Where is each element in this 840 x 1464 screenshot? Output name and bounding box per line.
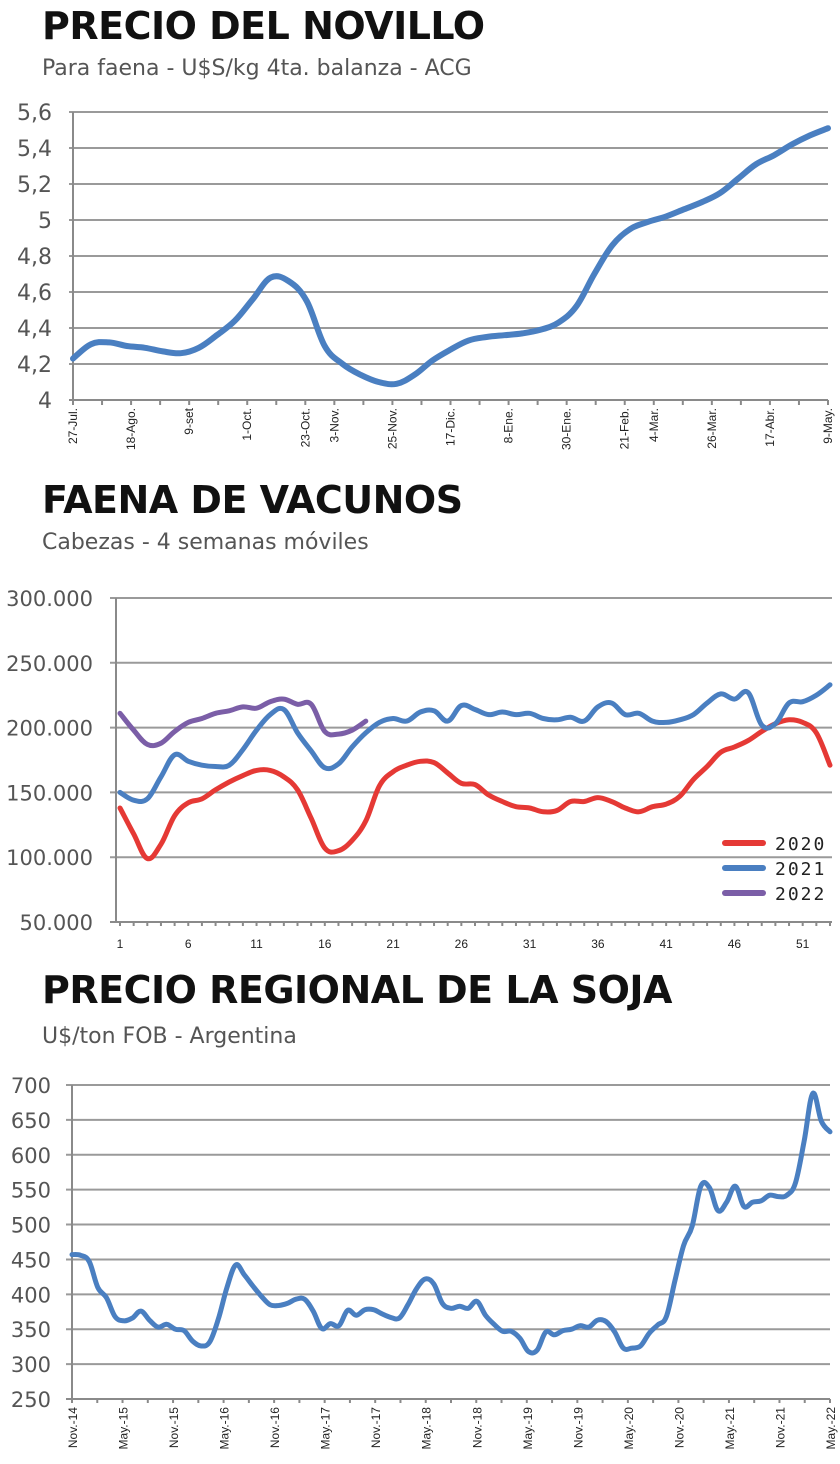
x-tick-label: May.-16 — [218, 1407, 232, 1450]
x-tick-label: May.-19 — [521, 1407, 535, 1450]
y-tick-label: 5 — [38, 209, 52, 234]
x-tick-label: Nov.-18 — [470, 1407, 484, 1448]
y-tick-label: 450 — [11, 1248, 51, 1272]
x-tick-label: 3-Nov. — [327, 408, 341, 442]
y-tick-label: 300.000 — [6, 587, 93, 611]
x-tick-label: 25-Nov. — [385, 408, 399, 449]
x-tick-label: Nov.-21 — [773, 1407, 787, 1448]
y-tick-label: 150.000 — [6, 781, 93, 805]
chart-faena: 300.000 250.000 200.000 150.000 100.000 50.00… — [6, 587, 833, 951]
x-tick-label: 18-Ago. — [124, 408, 138, 450]
series-line-2020 — [117, 717, 833, 862]
x-tick-label: May.-18 — [420, 1407, 434, 1450]
x-tick-label: 26-Mar. — [705, 408, 719, 449]
x-tick-label: 17-Abr. — [763, 408, 777, 447]
x-tick-label: 21 — [386, 937, 400, 951]
y-tick-label: 4,6 — [17, 281, 52, 306]
y-tick-label: 300 — [11, 1353, 51, 1377]
legend-label-2020: 2020 — [775, 834, 826, 855]
y-tick-label: 5,6 — [17, 101, 52, 126]
series-line-2022 — [117, 696, 369, 749]
chart-subtitle-soja: U$/ton FOB - Argentina — [42, 1024, 297, 1049]
series-line-novillo — [70, 125, 831, 388]
x-tick-label: 1 — [117, 937, 124, 951]
y-tick-label: 400 — [11, 1283, 51, 1307]
x-tick-label: 30-Ene. — [560, 408, 574, 450]
y-tick-label: 550 — [11, 1179, 51, 1203]
chart-novillo: 5,6 5,4 5,2 5 4,8 4,6 4,4 4,2 4 27-Jul. 18-Ago. 9-s… — [17, 101, 835, 450]
x-tick-label: 16 — [318, 937, 332, 951]
y-tick-label: 700 — [11, 1074, 51, 1098]
x-tick-label: 27-Jul. — [66, 408, 80, 444]
y-tick-label: 250 — [11, 1388, 51, 1412]
y-tick-label: 200.000 — [6, 717, 93, 741]
x-tick-label: 9-set — [182, 407, 196, 434]
x-tick-label: 31 — [523, 937, 537, 951]
x-tick-label: May.-15 — [117, 1407, 131, 1450]
x-tick-label: May.-20 — [622, 1407, 636, 1450]
chart-title-faena: FAENA DE VACUNOS — [42, 478, 463, 522]
x-tick-label: May.-22 — [824, 1407, 838, 1450]
chart-title-novillo: PRECIO DEL NOVILLO — [42, 4, 485, 48]
x-tick-label: 21-Feb. — [618, 408, 632, 449]
series-line-2021 — [117, 682, 833, 805]
x-tick-label: 41 — [659, 937, 673, 951]
x-tick-label: 36 — [591, 937, 605, 951]
series-line-soja — [69, 1090, 833, 1356]
x-tick-label: Nov.-17 — [369, 1407, 383, 1448]
x-tick-label: 1-Oct. — [240, 408, 254, 441]
x-tick-label: 23-Oct. — [298, 408, 312, 447]
x-tick-label: Nov.-19 — [571, 1407, 585, 1448]
legend-label-2022: 2022 — [775, 884, 826, 905]
x-tick-label: May.-17 — [319, 1407, 333, 1450]
y-tick-label: 500 — [11, 1214, 51, 1238]
x-tick-label: 11 — [250, 937, 263, 951]
chart-subtitle-faena: Cabezas - 4 semanas móviles — [42, 530, 369, 555]
x-tick-label: Nov.-15 — [167, 1407, 181, 1448]
y-tick-label: 5,4 — [17, 137, 52, 162]
y-tick-label: 350 — [11, 1318, 51, 1342]
y-tick-label: 650 — [11, 1109, 51, 1133]
x-tick-label: 4-Mar. — [647, 408, 661, 442]
x-tick-label: 6 — [185, 937, 192, 951]
y-tick-label: 100.000 — [6, 846, 93, 870]
x-tick-label: 46 — [728, 937, 742, 951]
y-tick-label: 4 — [38, 389, 52, 414]
x-tick-label: Nov.-20 — [672, 1407, 686, 1448]
y-tick-label: 4,4 — [17, 317, 52, 342]
x-tick-label: 17-Dic. — [444, 408, 458, 446]
y-tick-label: 4,8 — [17, 245, 52, 270]
x-tick-label: Nov.-16 — [268, 1407, 282, 1448]
x-tick-label: 51 — [796, 937, 810, 951]
chart-subtitle-novillo: Para faena - U$S/kg 4ta. balanza - ACG — [42, 56, 472, 81]
y-tick-label: 600 — [11, 1144, 51, 1168]
x-tick-label: May.-21 — [723, 1407, 737, 1450]
legend-label-2021: 2021 — [775, 859, 826, 880]
x-tick-label: Nov.-14 — [66, 1407, 80, 1448]
y-tick-label: 50.000 — [20, 911, 93, 935]
x-tick-label: 9-May. — [821, 408, 835, 444]
y-tick-label: 250.000 — [6, 652, 93, 676]
x-tick-label: 8-Ene. — [502, 408, 516, 443]
chart-title-soja: PRECIO REGIONAL DE LA SOJA — [42, 968, 672, 1012]
x-tick-label: 26 — [455, 937, 469, 951]
y-tick-label: 5,2 — [17, 173, 52, 198]
y-tick-label: 4,2 — [17, 353, 52, 378]
